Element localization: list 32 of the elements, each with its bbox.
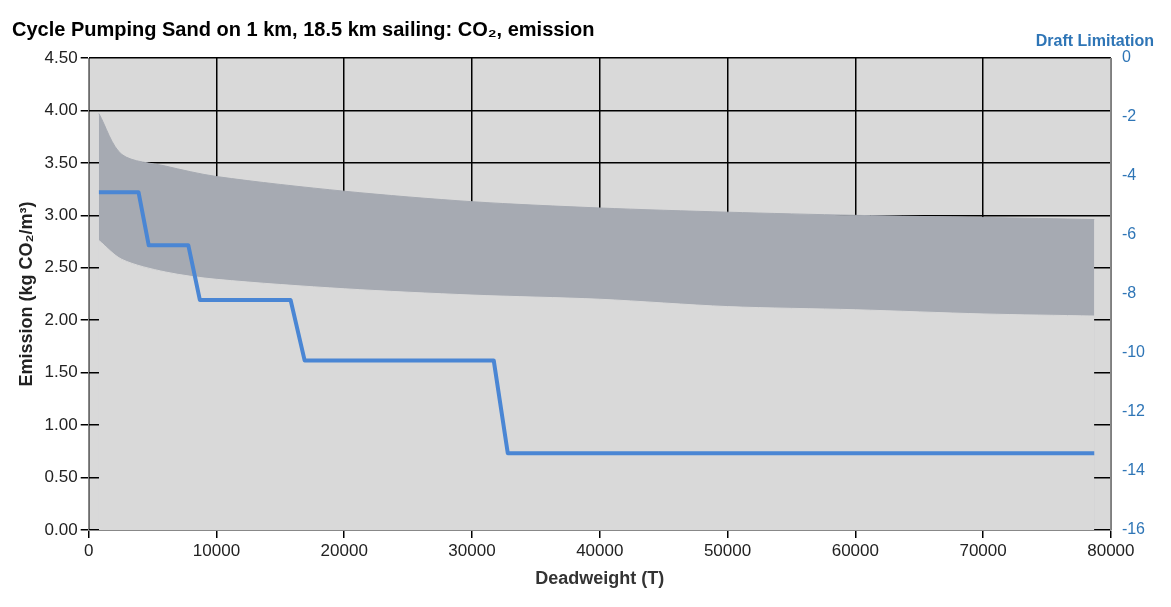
y2-axis-title: Draft Limitation	[1035, 32, 1154, 50]
y2-tick-label: -8	[1121, 284, 1137, 302]
x-axis-title: Deadweight (T)	[535, 568, 665, 589]
x-tick-label: 10000	[192, 540, 241, 560]
y2-tick-label: -6	[1121, 225, 1137, 243]
y2-tick-label: -14	[1121, 461, 1146, 479]
y-tick-label: 3.50	[44, 152, 78, 172]
y-tick-label: 2.50	[44, 257, 78, 277]
y2-tick-label: -2	[1121, 107, 1137, 125]
y-axis-title: Emission (kg CO₂/m³)	[15, 201, 36, 387]
y-tick-label: 2.00	[44, 309, 78, 329]
y-tick-label: 3.00	[44, 205, 78, 225]
y-tick-label: 1.00	[44, 414, 78, 434]
x-tick-label: 50000	[703, 540, 752, 560]
y2-tick-label: -10	[1121, 343, 1146, 361]
y-tick-label: 4.50	[44, 47, 78, 67]
chart-title: Cycle Pumping Sand on 1 km, 18.5 km sailing: CO₂, emission	[12, 17, 595, 40]
y2-tick-label: -12	[1121, 402, 1146, 420]
x-tick-label: 40000	[576, 540, 624, 560]
x-tick-label: 0	[83, 540, 94, 560]
y2-tick-label: -16	[1121, 520, 1146, 538]
y-tick-label: 1.50	[44, 362, 78, 382]
x-tick-label: 60000	[831, 540, 879, 560]
y-tick-label: 4.00	[44, 100, 78, 120]
x-tick-label: 20000	[320, 540, 368, 560]
x-tick-label: 70000	[959, 540, 1007, 560]
y2-tick-label: -4	[1121, 166, 1137, 184]
y-tick-label: 0.00	[44, 519, 78, 539]
y-tick-label: 0.50	[44, 467, 78, 487]
x-tick-label: 80000	[1087, 540, 1135, 560]
y2-tick-label: 0	[1121, 48, 1131, 66]
x-tick-label: 30000	[448, 540, 496, 560]
